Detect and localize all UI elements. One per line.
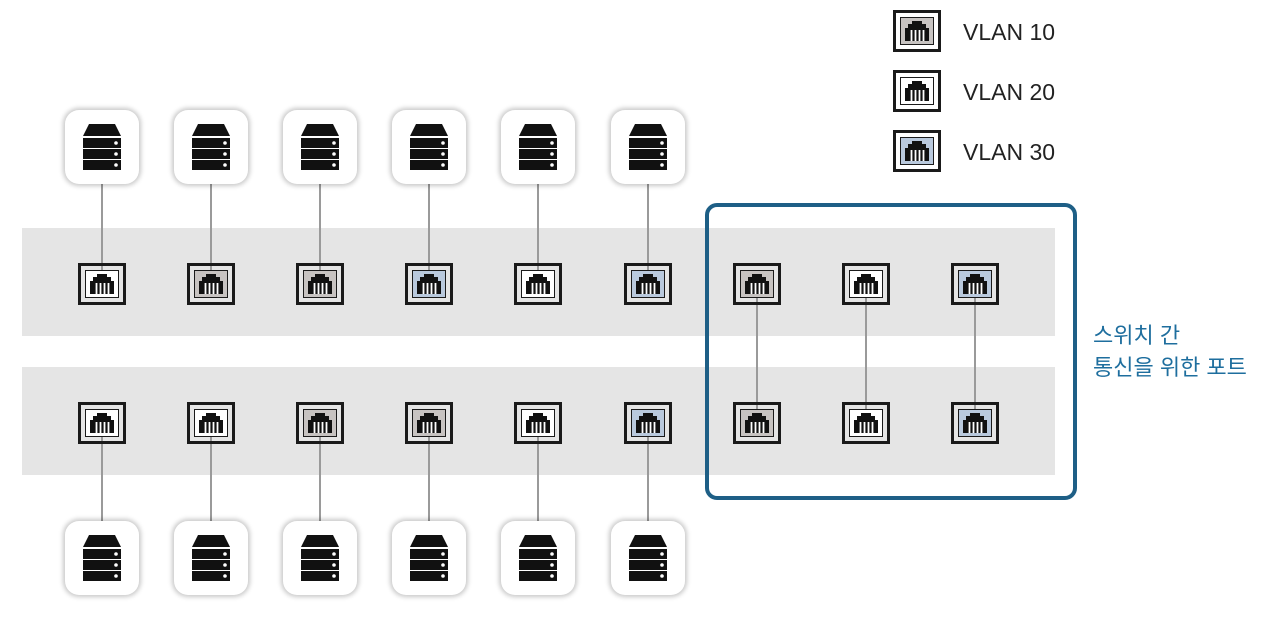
rj45-glyph <box>199 413 223 433</box>
inter-switch-link <box>865 284 867 423</box>
ethernet-port-icon <box>893 70 941 112</box>
server-glyph <box>83 535 121 581</box>
server-glyph <box>410 124 448 170</box>
server <box>65 110 139 184</box>
rj45-glyph <box>963 274 987 294</box>
switch-port-vlan10 <box>296 263 344 305</box>
rj45-glyph <box>90 274 114 294</box>
server-glyph <box>192 535 230 581</box>
server-link <box>647 147 649 284</box>
rj45-glyph <box>745 274 769 294</box>
server-link <box>319 147 321 284</box>
server-glyph <box>519 124 557 170</box>
switch-port-vlan10 <box>296 402 344 444</box>
server-link <box>101 147 103 284</box>
rj45-glyph <box>417 274 441 294</box>
switch-port-vlan10 <box>405 402 453 444</box>
switch-port-vlan30 <box>951 263 999 305</box>
switch-port-vlan30 <box>405 263 453 305</box>
server <box>174 521 248 595</box>
server-glyph <box>519 535 557 581</box>
server <box>501 521 575 595</box>
server <box>611 521 685 595</box>
rj45-glyph <box>90 413 114 433</box>
rj45-glyph <box>526 413 550 433</box>
server <box>611 110 685 184</box>
rj45-glyph <box>905 81 929 101</box>
switch-port-vlan20 <box>78 402 126 444</box>
server-link <box>101 423 103 558</box>
rj45-glyph <box>636 413 660 433</box>
server <box>283 521 357 595</box>
server-link <box>319 423 321 558</box>
server-link <box>537 423 539 558</box>
rj45-glyph <box>854 413 878 433</box>
legend-label: VLAN 30 <box>963 139 1056 165</box>
server <box>392 110 466 184</box>
inter-switch-link <box>974 284 976 423</box>
rj45-glyph <box>745 413 769 433</box>
server-link <box>428 423 430 558</box>
annotation-line-1: 스위치 간 <box>1093 323 1181 348</box>
server-glyph <box>629 124 667 170</box>
server <box>174 110 248 184</box>
server-glyph <box>629 535 667 581</box>
switch-port-vlan20 <box>514 402 562 444</box>
rj45-glyph <box>963 413 987 433</box>
switch-port-vlan20 <box>187 402 235 444</box>
server-glyph <box>301 124 339 170</box>
annotation-line-2: 통신을 위한 포트 <box>1093 355 1247 380</box>
switch-port-vlan30 <box>951 402 999 444</box>
server <box>65 521 139 595</box>
rj45-glyph <box>199 274 223 294</box>
switch-port-vlan30 <box>624 402 672 444</box>
server-glyph <box>410 535 448 581</box>
server-link <box>210 423 212 558</box>
switch-port-vlan20 <box>842 402 890 444</box>
legend-label: VLAN 20 <box>963 79 1056 105</box>
inter-switch-link <box>756 284 758 423</box>
rj45-glyph <box>905 141 929 161</box>
server-link <box>537 147 539 284</box>
server <box>392 521 466 595</box>
rj45-glyph <box>417 413 441 433</box>
server-link <box>428 147 430 284</box>
server <box>501 110 575 184</box>
rj45-glyph <box>308 413 332 433</box>
server <box>283 110 357 184</box>
rj45-glyph <box>308 274 332 294</box>
rj45-glyph <box>636 274 660 294</box>
switch-port-vlan20 <box>842 263 890 305</box>
switch-port-vlan20 <box>514 263 562 305</box>
inter-switch-port-highlight <box>705 203 1077 500</box>
rj45-glyph <box>854 274 878 294</box>
switch-port-vlan10 <box>733 402 781 444</box>
rj45-glyph <box>526 274 550 294</box>
server-link <box>647 423 649 558</box>
switch-port-vlan20 <box>78 263 126 305</box>
rj45-glyph <box>905 21 929 41</box>
server-glyph <box>192 124 230 170</box>
server-glyph <box>301 535 339 581</box>
server-link <box>210 147 212 284</box>
switch-port-vlan10 <box>187 263 235 305</box>
ethernet-port-icon <box>893 130 941 172</box>
server-glyph <box>83 124 121 170</box>
ethernet-port-icon <box>893 10 941 52</box>
switch-port-vlan30 <box>624 263 672 305</box>
legend-label: VLAN 10 <box>963 19 1056 45</box>
switch-port-vlan10 <box>733 263 781 305</box>
